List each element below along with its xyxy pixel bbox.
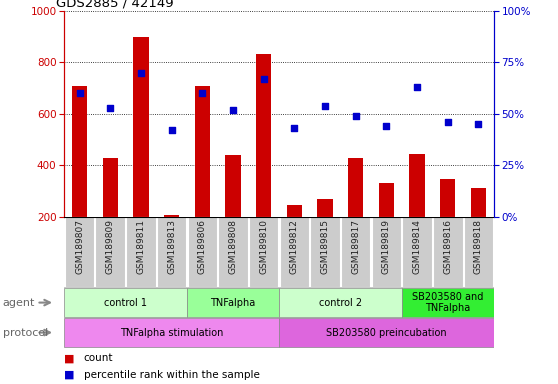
Bar (95, 217, 125, 287)
Bar (225, 155, 240, 217)
Bar (379, 183, 394, 217)
Text: GSM189810: GSM189810 (259, 219, 268, 274)
Text: control 1: control 1 (104, 298, 147, 308)
Point (259, 76, 268, 82)
Bar (372, 217, 401, 287)
Bar (433, 217, 463, 287)
Text: ■: ■ (64, 353, 75, 364)
Text: control 2: control 2 (319, 298, 362, 308)
Bar (348, 157, 363, 217)
Bar (72, 86, 87, 217)
Bar (164, 215, 179, 217)
Point (412, 84, 421, 90)
Text: GSM189818: GSM189818 (474, 219, 483, 274)
Bar (464, 217, 493, 287)
Text: SB203580 preincubation: SB203580 preincubation (326, 328, 447, 338)
Text: GSM189819: GSM189819 (382, 219, 391, 274)
Bar (64, 318, 279, 347)
Point (228, 107, 237, 113)
Bar (279, 318, 494, 347)
Text: percentile rank within the sample: percentile rank within the sample (84, 370, 259, 380)
Text: GSM189807: GSM189807 (75, 219, 84, 274)
Text: GSM189815: GSM189815 (320, 219, 330, 274)
Bar (256, 53, 271, 217)
Text: SB203580 and
TNFalpha: SB203580 and TNFalpha (412, 292, 483, 313)
Bar (126, 217, 156, 287)
Bar (310, 217, 340, 287)
Point (75, 90, 84, 96)
Text: count: count (84, 353, 113, 364)
Text: GSM189816: GSM189816 (443, 219, 453, 274)
Point (320, 103, 329, 109)
Text: protocol: protocol (3, 328, 48, 338)
Bar (287, 205, 302, 217)
Text: GSM189814: GSM189814 (412, 219, 422, 273)
Bar (157, 217, 186, 287)
Text: GSM189806: GSM189806 (198, 219, 207, 274)
Bar (402, 288, 494, 317)
Text: TNFalpha: TNFalpha (210, 298, 256, 308)
Point (382, 123, 391, 129)
Bar (195, 86, 210, 217)
Point (105, 104, 115, 111)
Bar (64, 288, 187, 317)
Point (167, 127, 176, 133)
Text: TNFalpha stimulation: TNFalpha stimulation (120, 328, 223, 338)
Bar (103, 157, 118, 217)
Bar (402, 217, 432, 287)
Point (443, 119, 452, 125)
Bar (133, 37, 148, 217)
Text: ■: ■ (64, 370, 75, 380)
Point (474, 121, 483, 127)
Text: GSM189812: GSM189812 (290, 219, 299, 273)
Bar (65, 217, 94, 287)
Point (136, 70, 145, 76)
Bar (410, 154, 425, 217)
Text: agent: agent (3, 298, 35, 308)
Bar (280, 217, 309, 287)
Text: GSM189809: GSM189809 (105, 219, 115, 274)
Bar (318, 199, 333, 217)
Bar (187, 217, 217, 287)
Bar (471, 188, 486, 217)
Text: GSM189811: GSM189811 (136, 219, 146, 274)
Bar (440, 179, 455, 217)
Text: GSM189817: GSM189817 (351, 219, 360, 274)
Bar (341, 217, 371, 287)
Text: GSM189808: GSM189808 (228, 219, 238, 274)
Point (290, 125, 299, 131)
Bar (218, 217, 248, 287)
Text: GDS2885 / 42149: GDS2885 / 42149 (56, 0, 173, 10)
Point (198, 90, 206, 96)
Bar (279, 288, 402, 317)
Bar (249, 217, 278, 287)
Text: GSM189813: GSM189813 (167, 219, 176, 274)
Bar (187, 288, 279, 317)
Point (351, 113, 360, 119)
